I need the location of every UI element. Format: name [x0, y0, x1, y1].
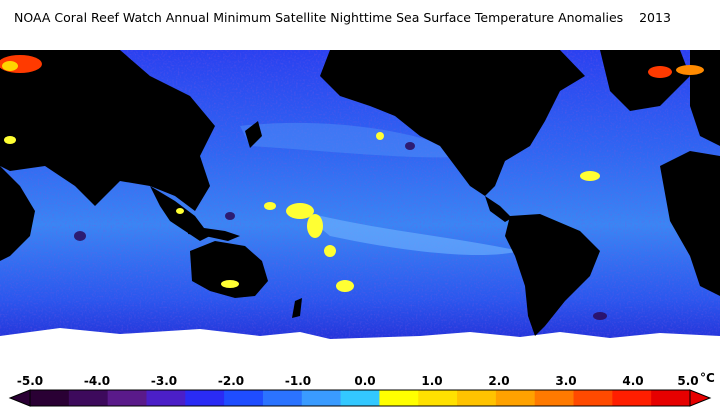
colorbar-tick-label: -4.0 — [83, 374, 111, 388]
colorbar-low-arrow — [8, 389, 31, 407]
colorbar-segment — [146, 390, 186, 406]
new-zealand — [292, 298, 302, 318]
eurasia-west — [0, 50, 215, 211]
colorbar-segment — [262, 390, 303, 406]
colorbar-tick-label: 3.0 — [555, 374, 577, 388]
hot-anomaly-patches — [0, 55, 704, 78]
tropical-pacific-band — [300, 211, 520, 256]
colorbar-segment — [612, 390, 652, 406]
greenland — [600, 50, 690, 111]
indonesia — [188, 226, 240, 241]
arctic-no-data — [0, 36, 720, 50]
colorbar-tick-label: -5.0 — [16, 374, 44, 388]
cold-anomaly-patches — [74, 142, 607, 320]
colorbar-tick-label: 4.0 — [622, 374, 644, 388]
map-canvas — [0, 36, 720, 369]
map-title: NOAA Coral Reef Watch Annual Minimum Sat… — [14, 10, 671, 25]
colorbar-segment — [340, 390, 380, 406]
colorbar-tick-label: -2.0 — [217, 374, 245, 388]
africa-east — [660, 151, 720, 296]
colorbar-segment — [534, 390, 575, 406]
colorbar-segment — [107, 390, 147, 406]
japan — [245, 121, 262, 148]
central-america — [485, 196, 512, 222]
warm-anomaly-patches — [4, 132, 600, 292]
colorbar-segment — [379, 390, 419, 406]
colorbar-segment — [224, 390, 264, 406]
colorbar-unit: °C — [700, 371, 715, 385]
colorbar-tick-label: 1.0 — [421, 374, 443, 388]
colorbar-tick-label: 2.0 — [488, 374, 510, 388]
colorbar — [8, 389, 712, 407]
colorbar-segment — [185, 390, 225, 406]
colorbar-tick-label: 0.0 — [354, 374, 376, 388]
colorbar-segment — [457, 390, 497, 406]
antarctic-no-data — [0, 328, 720, 369]
colorbar-segment — [301, 390, 342, 406]
sst-anomaly-map — [0, 36, 720, 369]
north-america — [320, 50, 585, 196]
colorbar-segment — [573, 390, 613, 406]
colorbar-segment — [30, 390, 70, 406]
colorbar-legend: -5.0 -4.0 -3.0 -2.0 -1.0 0.0 1.0 2.0 3.0 4.0 5.0 °… — [0, 369, 720, 411]
colorbar-tick-label: -1.0 — [284, 374, 312, 388]
colorbar-tick-label: -3.0 — [150, 374, 178, 388]
colorbar-segment — [651, 390, 691, 406]
colorbar-tick-label: 5.0 — [677, 374, 699, 388]
colorbar-segment — [495, 390, 536, 406]
colorbar-segment — [68, 390, 109, 406]
south-america — [505, 214, 600, 336]
colorbar-segment — [418, 390, 458, 406]
colorbar-high-arrow — [689, 389, 712, 407]
australia — [190, 241, 268, 298]
africa — [0, 166, 35, 261]
